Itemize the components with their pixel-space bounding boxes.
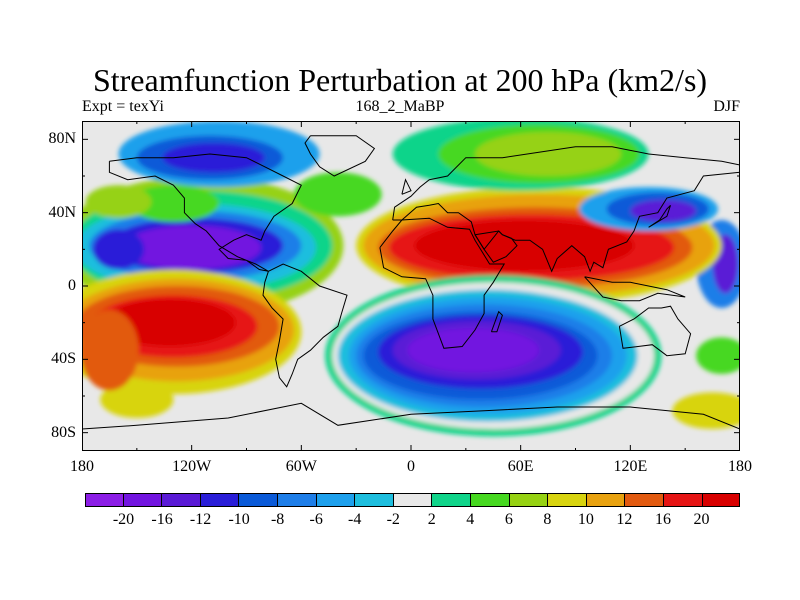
contour-region	[294, 172, 382, 217]
contour-region	[162, 143, 265, 173]
coastline	[304, 135, 376, 177]
colorbar-swatch	[123, 493, 163, 507]
colorbar	[85, 493, 741, 507]
contour-region	[672, 392, 740, 429]
coastline	[392, 146, 740, 221]
lat-label: 80S	[51, 423, 76, 441]
lon-label: 60W	[285, 458, 317, 475]
coastline	[108, 153, 302, 272]
colorbar-swatch	[663, 493, 703, 507]
lon-label: 120E	[613, 458, 648, 475]
colorbar-swatch	[432, 493, 471, 507]
colorbar-swatch	[509, 493, 549, 507]
colorbar-label: 12	[616, 511, 633, 528]
colorbar-label: 16	[654, 511, 671, 528]
colorbar-swatch	[239, 493, 278, 507]
colorbar-label: -16	[151, 511, 173, 528]
colorbar-label: -6	[309, 511, 323, 528]
lat-label: 80N	[48, 130, 76, 148]
colorbar-swatch	[162, 493, 201, 507]
lon-label: 0	[407, 458, 415, 475]
lat-label: 0	[68, 277, 76, 294]
contour-region	[92, 229, 145, 270]
chart-title: Streamfunction Perturbation at 200 hPa (…	[92, 62, 708, 98]
experiment-label: Expt = texYi	[82, 98, 164, 115]
coastline	[379, 217, 506, 349]
colorbar-label: -8	[270, 511, 285, 528]
contour-region	[122, 225, 262, 270]
lat-label: 40S	[51, 350, 76, 368]
contour-region	[127, 185, 220, 222]
coastline	[82, 402, 740, 430]
contour-region	[100, 381, 174, 418]
contour-region	[474, 132, 622, 176]
coastline	[618, 305, 692, 357]
colorbar-label: 4	[466, 511, 475, 528]
colorbar-swatch	[85, 493, 124, 507]
colorbar-label: -10	[228, 511, 250, 528]
coastline	[262, 263, 348, 388]
coastline	[648, 204, 671, 228]
colorbar-swatch	[470, 493, 510, 507]
contour-region	[630, 199, 697, 222]
colorbar-label: 20	[693, 511, 710, 528]
colorbar-label: 10	[577, 511, 594, 528]
run-label: 168_2_MaBP	[355, 98, 445, 115]
coastline	[392, 171, 740, 273]
lat-label: 40N	[48, 203, 76, 221]
colorbar-swatch	[200, 493, 240, 507]
colorbar-swatch	[393, 493, 433, 507]
contour-map	[82, 121, 740, 451]
coastline	[401, 178, 412, 195]
season-label: DJF	[713, 98, 740, 115]
colorbar-label: 2	[427, 511, 436, 528]
colorbar-swatch	[586, 493, 626, 507]
colorbar-label: 6	[504, 511, 513, 528]
lon-label: 180	[728, 458, 752, 475]
contour-region	[696, 337, 740, 374]
colorbar-swatch	[316, 493, 356, 507]
lon-label: 180	[70, 458, 94, 475]
colorbar-label: -20	[112, 511, 135, 528]
contour-region	[407, 328, 539, 373]
contour-region	[103, 298, 236, 347]
contour-region	[414, 220, 634, 272]
colorbar-swatch	[548, 493, 587, 507]
colorbar-swatch	[355, 493, 394, 507]
colorbar-swatch	[702, 493, 741, 507]
coastline	[490, 310, 503, 333]
lon-label: 60E	[507, 458, 534, 475]
colorbar-label: -2	[386, 511, 400, 528]
coastline	[474, 230, 518, 263]
colorbar-swatch	[625, 493, 664, 507]
colorbar-swatch	[277, 493, 317, 507]
colorbar-label: 8	[543, 511, 552, 528]
lon-label: 120W	[172, 458, 212, 475]
colorbar-label: -12	[189, 511, 212, 528]
map-plot-area	[82, 121, 740, 451]
contour-region	[85, 185, 152, 219]
colorbar-label: -4	[348, 511, 362, 528]
coastline	[584, 276, 686, 302]
contour-region	[82, 309, 139, 391]
